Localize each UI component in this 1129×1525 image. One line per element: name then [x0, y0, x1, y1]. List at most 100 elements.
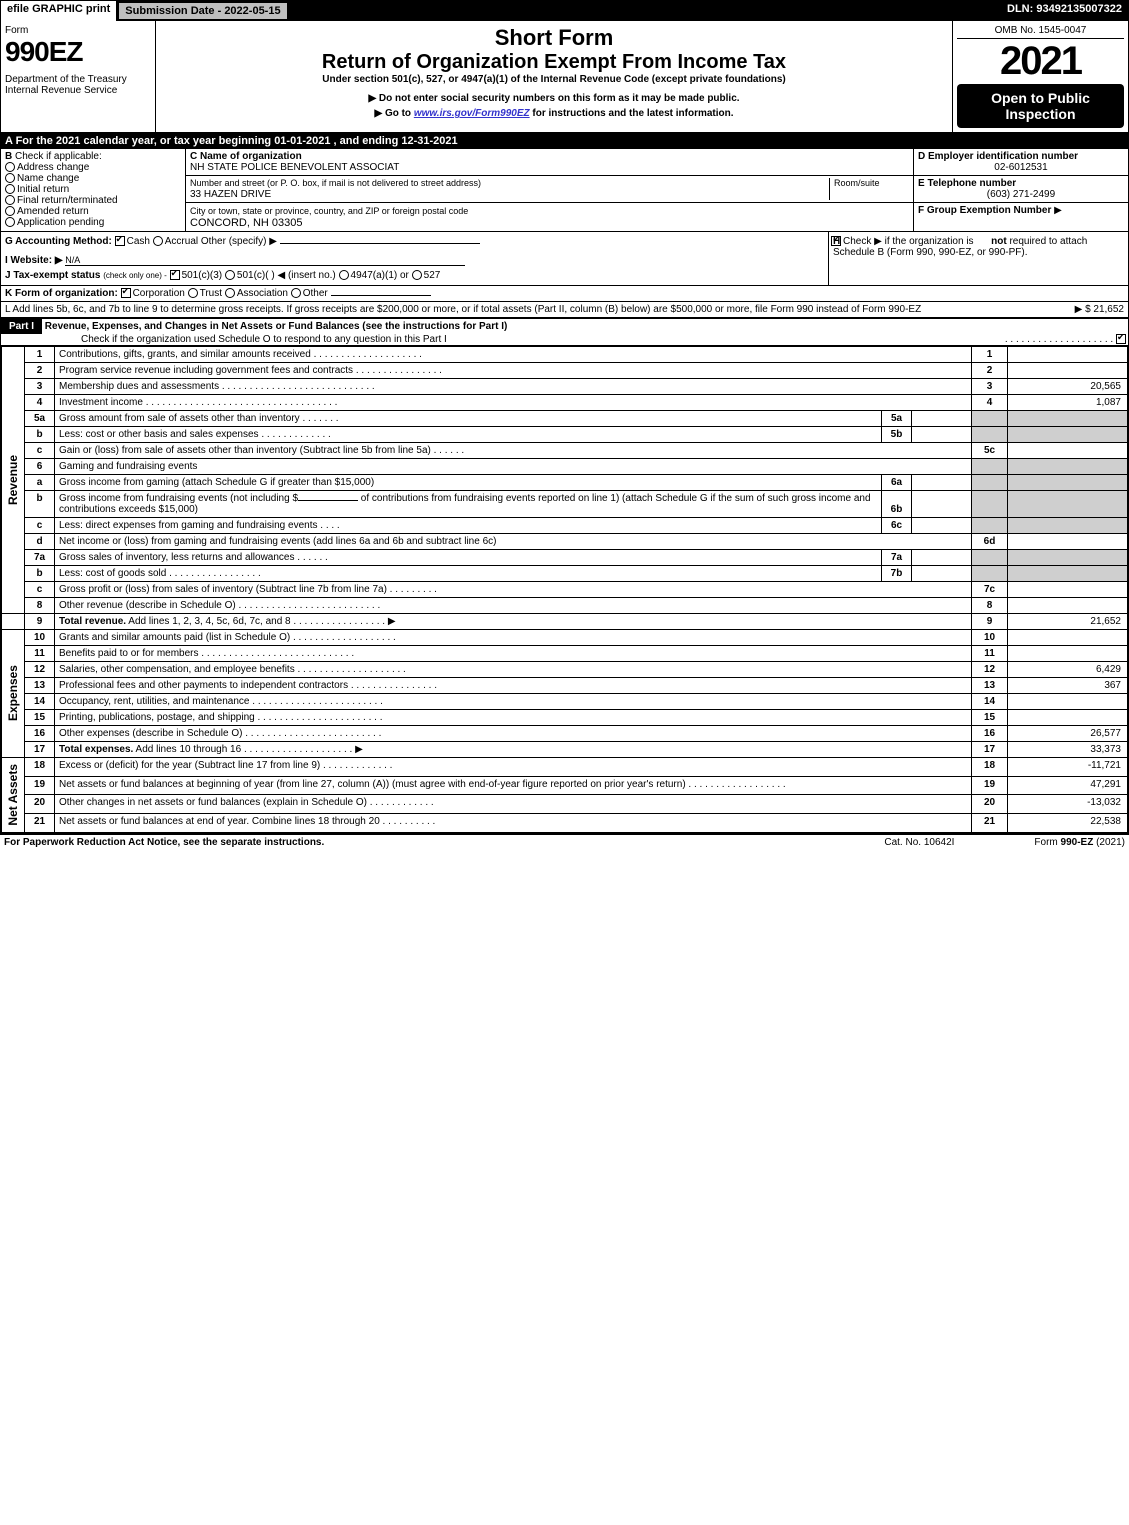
col-h: H Check ▶ if the organization is not req…: [828, 232, 1128, 285]
checkbox-501c3[interactable]: [170, 270, 180, 280]
checkbox-pending[interactable]: [5, 217, 15, 227]
f-arrow: ▶: [1054, 205, 1062, 216]
line5c-desc: Gain or (loss) from sale of assets other…: [59, 445, 431, 456]
checkbox-527[interactable]: [412, 270, 422, 280]
line20-val: -13,032: [1008, 795, 1128, 814]
other-org-line[interactable]: [331, 295, 431, 296]
irs-link[interactable]: www.irs.gov/Form990EZ: [414, 108, 530, 119]
opt-527: 527: [424, 270, 441, 281]
line3-desc: Membership dues and assessments: [59, 381, 219, 392]
opt-other-org: Other: [303, 288, 328, 299]
checkbox-other-org[interactable]: [291, 288, 301, 298]
line10-desc: Grants and similar amounts paid (list in…: [59, 632, 290, 643]
line6b-inner: 6b: [882, 491, 912, 518]
footer-right-bold: 990-EZ: [1061, 837, 1094, 848]
line5b-inner: 5b: [882, 427, 912, 443]
h-text: Check ▶ if the organization is: [843, 236, 976, 247]
opt-pending: Application pending: [17, 217, 104, 228]
form-990ez-page: efile GRAPHIC print Submission Date - 20…: [0, 0, 1129, 834]
footer-mid: Cat. No. 10642I: [884, 837, 954, 848]
line15-desc: Printing, publications, postage, and shi…: [59, 712, 255, 723]
expenses-vlabel: Expenses: [6, 661, 20, 725]
org-name: NH STATE POLICE BENEVOLENT ASSOCIAT: [190, 162, 399, 173]
checkbox-h[interactable]: [831, 236, 841, 246]
page-footer: For Paperwork Reduction Act Notice, see …: [0, 834, 1129, 850]
line6d-desc: Net income or (loss) from gaming and fun…: [59, 536, 496, 547]
line8-val: [1008, 598, 1128, 614]
j-sub: (check only one) ‐: [103, 271, 167, 280]
line19-val: 47,291: [1008, 776, 1128, 795]
omb-number: OMB No. 1545-0047: [957, 25, 1124, 39]
checkbox-4947[interactable]: [339, 270, 349, 280]
i-label: I Website: ▶: [5, 255, 63, 266]
checkbox-corp[interactable]: [121, 288, 131, 298]
line7b-inner: 7b: [882, 566, 912, 582]
return-title: Return of Organization Exempt From Incom…: [160, 51, 948, 74]
checkbox-trust[interactable]: [188, 288, 198, 298]
footer-right-post: (2021): [1093, 837, 1125, 848]
line6-desc: Gaming and fundraising events: [59, 461, 197, 472]
checkbox-part1-sched-o[interactable]: [1116, 334, 1126, 344]
k-label: K Form of organization:: [5, 288, 118, 299]
dept-treasury: Department of the Treasury: [5, 74, 151, 85]
c-city-cell: City or town, state or province, country…: [186, 203, 913, 231]
row-k: K Form of organization: Corporation Trus…: [1, 286, 1128, 302]
checkbox-501c[interactable]: [225, 270, 235, 280]
line18-desc: Excess or (deficit) for the year (Subtra…: [59, 760, 320, 771]
opt-address-change: Address change: [17, 162, 89, 173]
checkbox-address-change[interactable]: [5, 162, 15, 172]
checkbox-assoc[interactable]: [225, 288, 235, 298]
header-mid: Short Form Return of Organization Exempt…: [156, 21, 953, 132]
revenue-vlabel: Revenue: [6, 451, 20, 509]
opt-cash: Cash: [127, 236, 150, 247]
opt-final-return: Final return/terminated: [17, 195, 118, 206]
line7c-val: [1008, 582, 1128, 598]
line5a-inner: 5a: [882, 411, 912, 427]
b-label: B: [5, 151, 12, 162]
checkbox-cash[interactable]: [115, 236, 125, 246]
goto-prefix: ▶ Go to: [374, 108, 413, 119]
footer-right: Form 990-EZ (2021): [1034, 837, 1125, 848]
checkbox-initial-return[interactable]: [5, 184, 15, 194]
section-b-c-d: B Check if applicable: Address change Na…: [1, 149, 1128, 232]
line2-val: [1008, 363, 1128, 379]
line18-val: -11,721: [1008, 758, 1128, 777]
phone-value: (603) 271-2499: [918, 189, 1124, 200]
col-b: B Check if applicable: Address change Na…: [1, 149, 186, 231]
part1-check-text: Check if the organization used Schedule …: [1, 334, 447, 345]
line1-desc: Contributions, gifts, grants, and simila…: [59, 349, 311, 360]
other-specify-line[interactable]: [280, 243, 480, 244]
header-left: Form 990EZ Department of the Treasury In…: [1, 21, 156, 132]
top-bar: efile GRAPHIC print Submission Date - 20…: [1, 1, 1128, 21]
part1-header: Part I Revenue, Expenses, and Changes in…: [1, 318, 1128, 346]
main-table: Revenue 1Contributions, gifts, grants, a…: [1, 346, 1128, 833]
netassets-vlabel: Net Assets: [6, 760, 20, 830]
checkbox-accrual[interactable]: [153, 236, 163, 246]
checkbox-amended[interactable]: [5, 206, 15, 216]
b-check-label: Check if applicable:: [15, 151, 102, 162]
checkbox-final-return[interactable]: [5, 195, 15, 205]
line6b-desc-pre: Gross income from fundraising events (no…: [59, 493, 298, 504]
line7a-desc: Gross sales of inventory, less returns a…: [59, 552, 294, 563]
line6b-blank[interactable]: [298, 500, 358, 501]
checkbox-name-change[interactable]: [5, 173, 15, 183]
l-amount: ▶ $ 21,652: [1075, 304, 1124, 315]
header-right: OMB No. 1545-0047 2021 Open to Public In…: [953, 21, 1128, 132]
efile-label: efile GRAPHIC print: [1, 1, 117, 21]
row-g: G Accounting Method: Cash Accrual Other …: [5, 236, 824, 247]
short-form-title: Short Form: [160, 25, 948, 51]
line17-rest: Add lines 10 through 16: [133, 744, 241, 755]
line5b-desc: Less: cost or other basis and sales expe…: [59, 429, 259, 440]
line7a-inner: 7a: [882, 550, 912, 566]
line9-rest: Add lines 1, 2, 3, 4, 5c, 6d, 7c, and 8: [126, 616, 291, 627]
opt-501c3: 501(c)(3): [182, 270, 223, 281]
h-not: not: [991, 236, 1007, 247]
c-addr-cell: Number and street (or P. O. box, if mail…: [186, 176, 913, 203]
ein-value: 02-6012531: [918, 162, 1124, 173]
line10-val: [1008, 630, 1128, 646]
opt-name-change: Name change: [17, 173, 79, 184]
opt-corp: Corporation: [133, 288, 185, 299]
line6c-desc: Less: direct expenses from gaming and fu…: [59, 520, 317, 531]
line21-desc: Net assets or fund balances at end of ye…: [59, 816, 380, 827]
l-text: L Add lines 5b, 6c, and 7b to line 9 to …: [5, 304, 921, 315]
